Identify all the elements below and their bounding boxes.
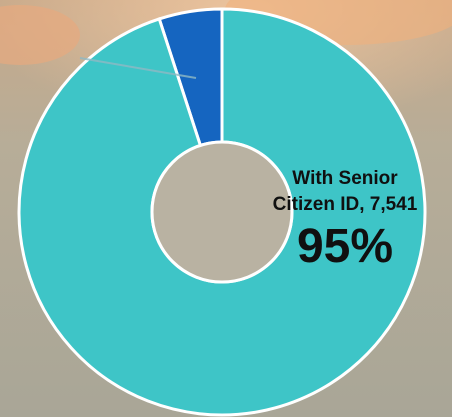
slice-percent-label: 95% <box>296 220 394 273</box>
main-slice-label: With Senior Citizen ID, 7,541 95% <box>240 166 450 274</box>
slice-label-line2: Citizen ID, 7,541 <box>272 194 418 215</box>
leader-line <box>79 57 197 79</box>
donut-hole <box>150 140 294 284</box>
slice-label-line1: With Senior <box>292 168 398 189</box>
